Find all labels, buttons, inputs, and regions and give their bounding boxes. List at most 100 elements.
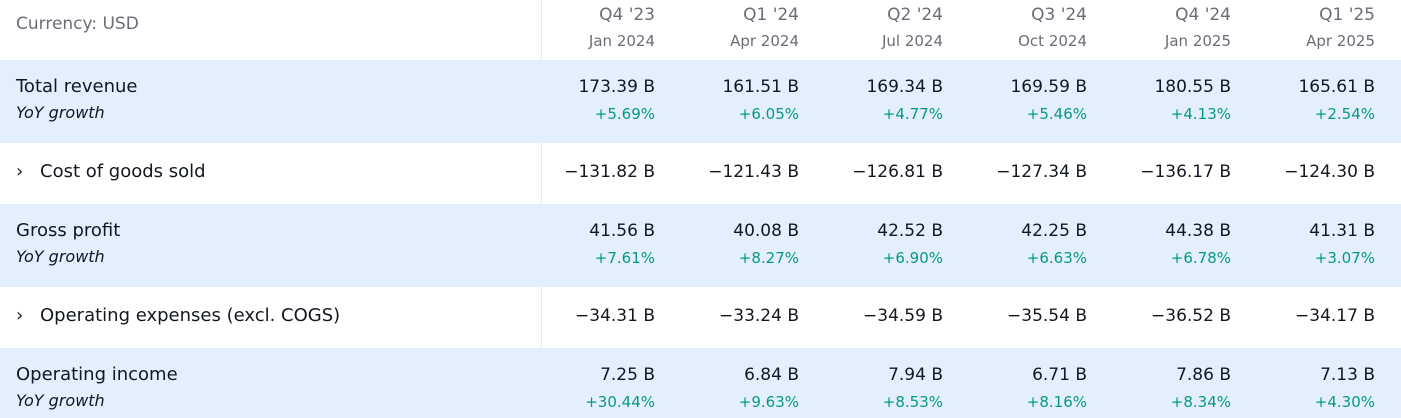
row-value: −126.81 B xyxy=(852,162,943,182)
period-quarter: Q4 '24 xyxy=(1175,5,1231,25)
yoy-growth-value: +5.69% xyxy=(594,105,655,123)
row-value: −33.24 B xyxy=(719,306,799,326)
period-header: Q2 '24 Jul 2024 xyxy=(799,0,943,60)
period-date: Apr 2025 xyxy=(1306,32,1375,50)
yoy-growth-value: +3.07% xyxy=(1314,249,1375,267)
value-cell: 169.59 B +5.46% xyxy=(943,60,1087,143)
period-header: Q1 '25 Apr 2025 xyxy=(1231,0,1375,60)
period-date: Oct 2024 xyxy=(1018,32,1087,50)
row-value: 7.94 B xyxy=(888,365,943,385)
chevron-right-icon[interactable]: › xyxy=(16,161,24,182)
period-quarter: Q1 '25 xyxy=(1319,5,1375,25)
row-value: 169.59 B xyxy=(1010,77,1087,97)
value-cell: 6.84 B +9.63% xyxy=(655,348,799,418)
value-cell: −36.52 B xyxy=(1087,287,1231,348)
row-value: −131.82 B xyxy=(564,162,655,182)
row-label: Total revenue xyxy=(16,76,138,97)
value-cell: 165.61 B +2.54% xyxy=(1231,60,1375,143)
row-value: 165.61 B xyxy=(1298,77,1375,97)
row-value: −127.34 B xyxy=(996,162,1087,182)
table-row-gross-profit: Gross profit YoY growth 41.56 B +7.61% 4… xyxy=(0,204,1401,287)
row-value: 41.31 B xyxy=(1309,221,1375,241)
row-value: 42.25 B xyxy=(1021,221,1087,241)
yoy-growth-value: +6.63% xyxy=(1026,249,1087,267)
table-row-cost-of-goods-sold[interactable]: › Cost of goods sold −131.82 B −121.43 B … xyxy=(0,143,1401,204)
yoy-growth-value: +5.46% xyxy=(1026,105,1087,123)
row-value: −36.52 B xyxy=(1151,306,1231,326)
table-row-operating-expenses[interactable]: › Operating expenses (excl. COGS) −34.31 … xyxy=(0,287,1401,348)
value-cell: −35.54 B xyxy=(943,287,1087,348)
period-quarter: Q3 '24 xyxy=(1031,5,1087,25)
yoy-growth-value: +30.44% xyxy=(585,393,655,411)
value-cell: 169.34 B +4.77% xyxy=(799,60,943,143)
period-quarter: Q4 '23 xyxy=(599,5,655,25)
value-cell: 7.13 B +4.30% xyxy=(1231,348,1375,418)
value-cell: 7.86 B +8.34% xyxy=(1087,348,1231,418)
table-header: Currency: USD Q4 '23 Jan 2024 Q1 '24 Apr… xyxy=(0,0,1401,60)
row-label: Cost of goods sold xyxy=(40,161,206,182)
row-value: −34.31 B xyxy=(575,306,655,326)
period-date: Jul 2024 xyxy=(881,32,943,50)
row-label: Operating income xyxy=(16,364,178,385)
yoy-growth-value: +4.30% xyxy=(1314,393,1375,411)
yoy-growth-value: +8.27% xyxy=(738,249,799,267)
row-label: Operating expenses (excl. COGS) xyxy=(40,305,341,326)
currency-label: Currency: USD xyxy=(16,14,139,34)
row-label-group: › Operating expenses (excl. COGS) xyxy=(16,305,340,326)
yoy-growth-value: +8.53% xyxy=(882,393,943,411)
period-date: Jan 2025 xyxy=(1164,32,1231,50)
yoy-growth-value: +6.05% xyxy=(738,105,799,123)
table-row-operating-income: Operating income YoY growth 7.25 B +30.4… xyxy=(0,348,1401,418)
value-cell: 7.25 B +30.44% xyxy=(511,348,655,418)
row-value: 161.51 B xyxy=(722,77,799,97)
table-row-total-revenue: Total revenue YoY growth 173.39 B +5.69%… xyxy=(0,60,1401,143)
yoy-growth-value: +4.13% xyxy=(1170,105,1231,123)
yoy-growth-value: +8.16% xyxy=(1026,393,1087,411)
value-cell: 7.94 B +8.53% xyxy=(799,348,943,418)
period-date: Apr 2024 xyxy=(730,32,799,50)
value-cell: 180.55 B +4.13% xyxy=(1087,60,1231,143)
yoy-growth-value: +8.34% xyxy=(1170,393,1231,411)
row-value: 42.52 B xyxy=(877,221,943,241)
row-value: −34.59 B xyxy=(863,306,943,326)
value-cell: 40.08 B +8.27% xyxy=(655,204,799,287)
row-value: −35.54 B xyxy=(1007,306,1087,326)
row-value: 6.84 B xyxy=(744,365,799,385)
yoy-growth-value: +4.77% xyxy=(882,105,943,123)
row-value: 169.34 B xyxy=(866,77,943,97)
row-value: −34.17 B xyxy=(1295,306,1375,326)
value-cell: −34.17 B xyxy=(1231,287,1375,348)
period-date: Jan 2024 xyxy=(588,32,655,50)
row-label: Gross profit xyxy=(16,220,121,241)
row-value: 6.71 B xyxy=(1032,365,1087,385)
chevron-right-icon[interactable]: › xyxy=(16,305,24,326)
value-cell: 173.39 B +5.69% xyxy=(511,60,655,143)
row-sublabel: YoY growth xyxy=(16,391,105,410)
value-cell: −34.59 B xyxy=(799,287,943,348)
row-value: 180.55 B xyxy=(1154,77,1231,97)
row-value: 44.38 B xyxy=(1165,221,1231,241)
row-value: 7.86 B xyxy=(1176,365,1231,385)
value-cell: 42.52 B +6.90% xyxy=(799,204,943,287)
row-value: 173.39 B xyxy=(578,77,655,97)
row-value: −136.17 B xyxy=(1140,162,1231,182)
row-value: −124.30 B xyxy=(1284,162,1375,182)
period-quarter: Q2 '24 xyxy=(887,5,943,25)
period-header: Q1 '24 Apr 2024 xyxy=(655,0,799,60)
value-cell: −121.43 B xyxy=(655,143,799,204)
row-value: 7.13 B xyxy=(1320,365,1375,385)
value-cell: −33.24 B xyxy=(655,287,799,348)
yoy-growth-value: +7.61% xyxy=(594,249,655,267)
period-quarter: Q1 '24 xyxy=(743,5,799,25)
value-cell: −34.31 B xyxy=(511,287,655,348)
value-cell: 41.56 B +7.61% xyxy=(511,204,655,287)
yoy-growth-value: +2.54% xyxy=(1314,105,1375,123)
value-cell: 6.71 B +8.16% xyxy=(943,348,1087,418)
value-cell: −124.30 B xyxy=(1231,143,1375,204)
row-label-group: › Cost of goods sold xyxy=(16,161,206,182)
value-cell: 41.31 B +3.07% xyxy=(1231,204,1375,287)
value-cell: −136.17 B xyxy=(1087,143,1231,204)
period-header: Q4 '23 Jan 2024 xyxy=(511,0,655,60)
value-cell: −126.81 B xyxy=(799,143,943,204)
row-value: 40.08 B xyxy=(733,221,799,241)
